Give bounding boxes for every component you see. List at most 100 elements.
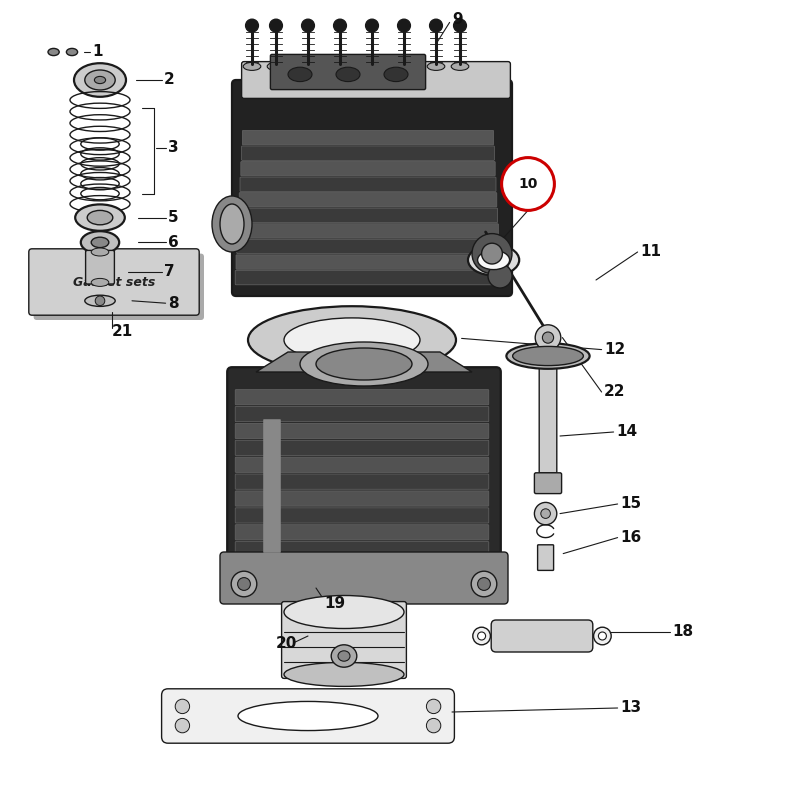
FancyBboxPatch shape	[227, 367, 501, 573]
Ellipse shape	[363, 62, 381, 70]
Ellipse shape	[299, 62, 317, 70]
Ellipse shape	[284, 662, 404, 686]
Ellipse shape	[451, 62, 469, 70]
Ellipse shape	[384, 67, 408, 82]
Ellipse shape	[478, 632, 486, 640]
Text: 5: 5	[168, 210, 178, 225]
Text: 8: 8	[168, 296, 178, 310]
Ellipse shape	[85, 295, 115, 306]
Text: 1: 1	[92, 45, 102, 59]
Text: 12: 12	[604, 342, 626, 357]
Text: 6: 6	[168, 235, 178, 250]
FancyBboxPatch shape	[282, 602, 406, 678]
Ellipse shape	[284, 318, 420, 362]
Text: 22: 22	[604, 385, 626, 399]
FancyBboxPatch shape	[240, 177, 496, 191]
Ellipse shape	[473, 627, 490, 645]
Ellipse shape	[598, 632, 606, 640]
Circle shape	[334, 19, 346, 32]
Text: 9: 9	[452, 13, 462, 27]
Text: 3: 3	[168, 141, 178, 155]
Ellipse shape	[74, 63, 126, 97]
Ellipse shape	[91, 238, 109, 248]
Circle shape	[472, 234, 512, 274]
FancyBboxPatch shape	[237, 239, 499, 254]
FancyBboxPatch shape	[236, 255, 500, 270]
FancyBboxPatch shape	[538, 545, 554, 570]
Circle shape	[270, 19, 282, 32]
FancyBboxPatch shape	[235, 406, 489, 422]
Text: 7: 7	[164, 265, 174, 279]
FancyBboxPatch shape	[235, 474, 489, 490]
Circle shape	[238, 578, 250, 590]
Circle shape	[426, 699, 441, 714]
Circle shape	[430, 19, 442, 32]
Circle shape	[366, 19, 378, 32]
Circle shape	[534, 502, 557, 525]
Ellipse shape	[468, 245, 519, 275]
FancyBboxPatch shape	[534, 473, 562, 494]
FancyBboxPatch shape	[238, 208, 498, 222]
FancyBboxPatch shape	[235, 525, 489, 540]
Circle shape	[231, 571, 257, 597]
FancyBboxPatch shape	[235, 440, 489, 455]
Ellipse shape	[85, 70, 115, 90]
Text: 18: 18	[672, 625, 693, 639]
Text: 19: 19	[324, 597, 345, 611]
Circle shape	[175, 699, 190, 714]
Ellipse shape	[331, 645, 357, 667]
FancyBboxPatch shape	[263, 419, 281, 553]
Polygon shape	[256, 352, 472, 372]
Ellipse shape	[506, 343, 590, 369]
Circle shape	[398, 19, 410, 32]
Ellipse shape	[220, 204, 244, 244]
FancyBboxPatch shape	[235, 270, 501, 285]
Circle shape	[478, 578, 490, 590]
Ellipse shape	[66, 48, 78, 56]
Ellipse shape	[91, 248, 109, 256]
Ellipse shape	[284, 595, 404, 629]
FancyBboxPatch shape	[220, 552, 508, 604]
Text: 10: 10	[518, 177, 538, 191]
Ellipse shape	[91, 278, 109, 286]
FancyBboxPatch shape	[270, 54, 426, 90]
Circle shape	[541, 509, 550, 518]
Ellipse shape	[248, 306, 456, 374]
Ellipse shape	[300, 342, 428, 386]
Circle shape	[482, 243, 502, 264]
FancyBboxPatch shape	[235, 508, 489, 523]
Ellipse shape	[81, 231, 119, 254]
FancyBboxPatch shape	[235, 390, 489, 405]
Ellipse shape	[243, 62, 261, 70]
FancyBboxPatch shape	[539, 343, 557, 473]
Ellipse shape	[316, 348, 412, 380]
FancyBboxPatch shape	[242, 130, 494, 145]
Ellipse shape	[338, 651, 350, 661]
Circle shape	[426, 718, 441, 733]
Ellipse shape	[94, 76, 106, 84]
Text: 21: 21	[112, 325, 134, 339]
FancyBboxPatch shape	[239, 193, 497, 207]
FancyBboxPatch shape	[235, 491, 489, 506]
Ellipse shape	[267, 62, 285, 70]
Text: Gasket sets: Gasket sets	[73, 275, 155, 289]
Text: 20: 20	[276, 637, 298, 651]
Ellipse shape	[75, 204, 125, 231]
FancyBboxPatch shape	[242, 146, 494, 160]
Ellipse shape	[238, 702, 378, 730]
FancyBboxPatch shape	[235, 457, 489, 472]
Ellipse shape	[212, 196, 252, 252]
Text: 11: 11	[640, 245, 661, 259]
Ellipse shape	[594, 627, 611, 645]
Ellipse shape	[513, 346, 583, 366]
Ellipse shape	[427, 62, 445, 70]
FancyBboxPatch shape	[242, 62, 510, 98]
FancyBboxPatch shape	[34, 254, 204, 320]
Ellipse shape	[336, 67, 360, 82]
Text: 13: 13	[620, 701, 641, 715]
Text: 16: 16	[620, 530, 642, 545]
FancyBboxPatch shape	[491, 620, 593, 652]
FancyBboxPatch shape	[86, 250, 114, 284]
FancyBboxPatch shape	[162, 689, 454, 743]
Text: 15: 15	[620, 497, 641, 511]
